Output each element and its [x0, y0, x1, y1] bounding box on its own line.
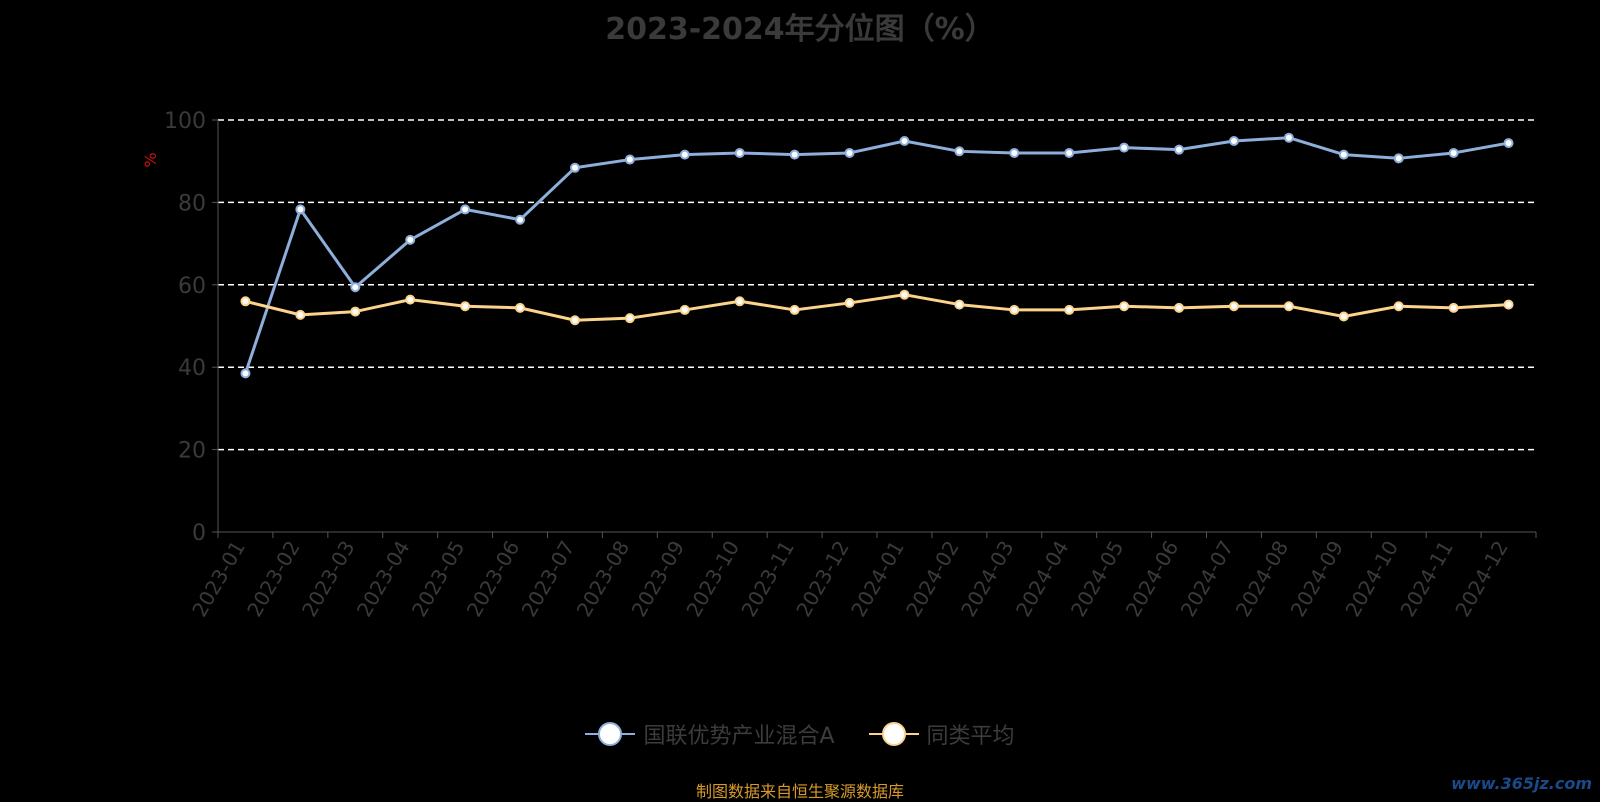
x-tick-label: 2023-01: [187, 537, 250, 621]
series-0-point[interactable]: [405, 234, 416, 245]
x-tick-label: 2024-08: [1231, 537, 1294, 621]
series-1-point[interactable]: [1393, 301, 1404, 312]
y-tick-label: 80: [178, 191, 206, 216]
series-1-point[interactable]: [460, 301, 471, 312]
series-1-point[interactable]: [1503, 299, 1514, 310]
x-tick-label: 2023-04: [352, 537, 415, 621]
series-0-point[interactable]: [1174, 144, 1185, 155]
y-tick-label: 20: [178, 439, 206, 464]
series-1-point[interactable]: [1448, 302, 1459, 313]
series-0-point[interactable]: [1064, 147, 1075, 158]
series-0-point[interactable]: [515, 214, 526, 225]
x-tick-label: 2024-12: [1450, 537, 1513, 621]
x-tick-label: 2024-11: [1395, 537, 1458, 621]
watermark: www.365jz.com: [1451, 774, 1592, 793]
y-tick-label: 60: [178, 274, 206, 299]
series-0-point[interactable]: [734, 147, 745, 158]
x-tick-label: 2023-05: [407, 537, 470, 621]
y-axis-label: %: [141, 152, 160, 167]
chart-title: 2023-2024年分位图（%）: [605, 12, 995, 47]
x-tick-label: 2023-10: [681, 537, 744, 621]
y-tick-label: 0: [192, 521, 206, 546]
series-1-point[interactable]: [1119, 301, 1130, 312]
x-tick-label: 2024-10: [1340, 537, 1403, 621]
legend-item-fund[interactable]: 国联优势产业混合A: [585, 718, 835, 750]
legend: 国联优势产业混合A 同类平均: [0, 718, 1600, 750]
series-1-point[interactable]: [844, 297, 855, 308]
series-1-point[interactable]: [1283, 301, 1294, 312]
legend-item-average[interactable]: 同类平均: [868, 718, 1015, 750]
series-line-0: [244, 136, 1509, 374]
source-note: 制图数据来自恒生聚源数据库: [695, 782, 904, 801]
series-1-point[interactable]: [679, 304, 690, 315]
x-tick-label: 2024-03: [956, 537, 1019, 621]
series-0-point[interactable]: [569, 162, 580, 173]
x-tick-label: 2024-07: [1176, 537, 1239, 621]
series-0-point[interactable]: [350, 282, 361, 293]
series-1-point[interactable]: [954, 299, 965, 310]
series-1-point[interactable]: [1228, 301, 1239, 312]
legend-swatch-average-icon: [868, 722, 919, 746]
grid-layer: [218, 119, 1536, 451]
series-1-point[interactable]: [295, 309, 306, 320]
series-1-point[interactable]: [569, 315, 580, 326]
series-0-point[interactable]: [240, 368, 251, 379]
series-0-point[interactable]: [789, 149, 800, 160]
x-tick-label: 2024-06: [1121, 537, 1184, 621]
y-tick-label: 100: [164, 109, 206, 134]
series-0-point[interactable]: [899, 136, 910, 147]
series-1-point[interactable]: [1174, 302, 1185, 313]
series-1-point[interactable]: [1009, 304, 1020, 315]
series-1-point[interactable]: [405, 294, 416, 305]
series-0-point[interactable]: [679, 149, 690, 160]
series-layer: [240, 132, 1514, 379]
series-1-point[interactable]: [789, 304, 800, 315]
series-0-point[interactable]: [954, 146, 965, 157]
series-1-point[interactable]: [1064, 304, 1075, 315]
series-1-point[interactable]: [1338, 311, 1349, 322]
series-0-point[interactable]: [1009, 147, 1020, 158]
series-0-point[interactable]: [1338, 149, 1349, 160]
series-1-point[interactable]: [899, 289, 910, 300]
series-0-point[interactable]: [624, 154, 635, 165]
x-tick-label: 2023-08: [572, 537, 635, 621]
series-1-point[interactable]: [350, 306, 361, 317]
x-tick-label: 2023-07: [517, 537, 580, 621]
series-0-point[interactable]: [1448, 147, 1459, 158]
series-0-point[interactable]: [1119, 142, 1130, 153]
x-tick-label: 2023-03: [297, 537, 360, 621]
x-tick-label: 2024-05: [1066, 537, 1129, 621]
series-0-point[interactable]: [1503, 138, 1514, 149]
x-tick-label: 2024-02: [901, 537, 964, 621]
x-tick-label: 2023-11: [736, 537, 799, 621]
axis-layer: 0 20 40 60 80 100 2023-012023-022023-032023-04…: [164, 109, 1537, 621]
series-1-point[interactable]: [240, 296, 251, 307]
x-tick-label: 2023-09: [627, 537, 690, 621]
series-0-point[interactable]: [844, 147, 855, 158]
y-tick-label: 40: [178, 356, 206, 381]
x-tick-label: 2024-04: [1011, 537, 1074, 621]
legend-swatch-fund-icon: [585, 722, 636, 746]
x-tick-label: 2023-02: [242, 537, 305, 621]
series-1-point[interactable]: [515, 302, 526, 313]
legend-label-average: 同类平均: [926, 724, 1015, 749]
legend-label-fund: 国联优势产业混合A: [643, 724, 835, 749]
x-tick-label: 2024-01: [846, 537, 909, 621]
series-0-point[interactable]: [1393, 153, 1404, 164]
x-tick-label: 2023-06: [462, 537, 525, 621]
series-0-point[interactable]: [1228, 136, 1239, 147]
series-0-point[interactable]: [295, 204, 306, 215]
series-0-point[interactable]: [460, 204, 471, 215]
series-1-point[interactable]: [624, 313, 635, 324]
series-line-1: [245, 293, 1509, 322]
x-tick-label: 2023-12: [791, 537, 854, 621]
x-tick-label: 2024-09: [1286, 537, 1349, 621]
series-0-point[interactable]: [1283, 132, 1294, 143]
series-1-point[interactable]: [734, 296, 745, 307]
